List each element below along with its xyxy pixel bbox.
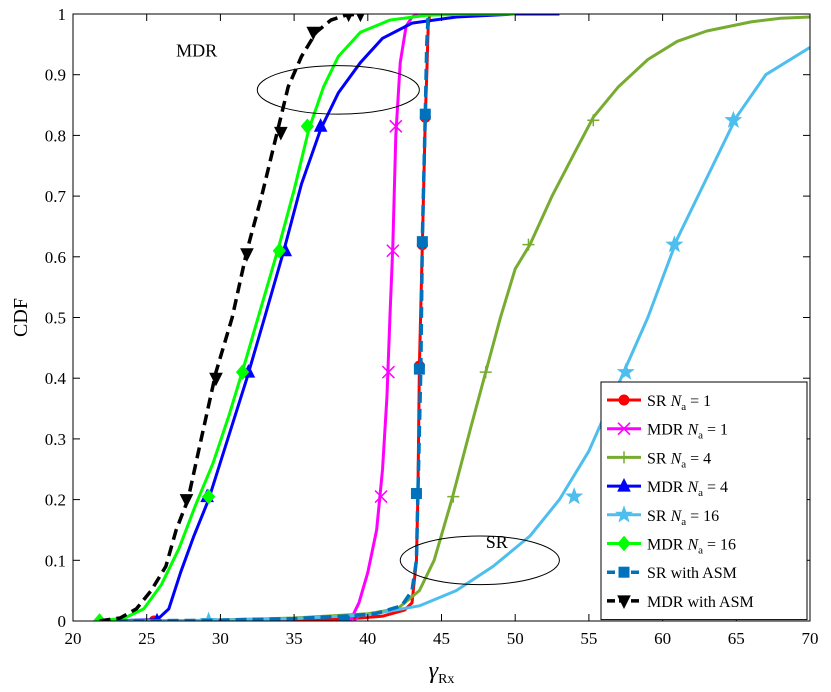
y-tick-label-10: 1 <box>58 5 67 24</box>
series-3-point-4 <box>313 118 328 132</box>
series-2-point-1 <box>447 490 460 503</box>
y-axis-label: CDF <box>10 298 32 337</box>
legend-marker-6 <box>618 566 630 578</box>
legend-marker-1 <box>617 422 631 436</box>
series-4-point-1 <box>565 487 584 505</box>
series-7-point-6 <box>356 14 365 23</box>
x-tick-label-0: 20 <box>65 629 82 648</box>
x-tick-label-8: 60 <box>654 629 671 648</box>
legend-label-6: SR with ASM <box>647 565 737 582</box>
series-7-point-1 <box>209 372 223 387</box>
series-6-point-4 <box>419 108 431 120</box>
legend-entry-5: MDR Na = 16 <box>607 535 736 557</box>
series-4-point-3 <box>665 235 684 253</box>
series-6-point-0 <box>338 615 350 621</box>
legend-entry-3: MDR Na = 4 <box>607 477 728 499</box>
series-2-point-2 <box>479 366 492 379</box>
y-tick-label-0: 0 <box>58 612 67 631</box>
legend: SR Na = 1 MDR Na = 1 SR Na = 4 MDR Na = 4 SR… <box>600 381 808 621</box>
series-1-point-3 <box>386 244 400 258</box>
x-tick-label-2: 30 <box>212 629 229 648</box>
legend-label-5: MDR Na = 16 <box>647 537 736 557</box>
series-2-point-4 <box>587 114 600 127</box>
y-tick-label-7: 0.7 <box>45 187 67 206</box>
series-5 <box>92 14 516 621</box>
x-tick-label-7: 55 <box>580 629 597 648</box>
plot-area <box>92 14 810 621</box>
series-6-point-1 <box>410 488 422 500</box>
series-1-point-4 <box>389 119 403 133</box>
y-tick-label-2: 0.2 <box>45 491 66 510</box>
series-2-point-3 <box>522 238 535 251</box>
series-5-point-4 <box>300 118 315 135</box>
series-1-point-1 <box>374 490 388 504</box>
series-4-point-4 <box>724 110 743 128</box>
y-tick-label-1: 0.1 <box>45 551 66 570</box>
legend-box <box>600 381 808 621</box>
x-tick-label-1: 25 <box>138 629 155 648</box>
x-tick-label-4: 40 <box>359 629 376 648</box>
legend-marker-2 <box>618 451 630 464</box>
legend-entry-2: SR Na = 4 <box>607 450 711 470</box>
annotation-ellipse-1 <box>399 535 560 586</box>
series-6-point-3 <box>416 236 428 248</box>
y-tick-label-8: 0.8 <box>45 126 66 145</box>
legend-label-4: SR Na = 16 <box>647 508 719 528</box>
series-7-point-5 <box>344 14 353 23</box>
annotation-label-0: MDR <box>176 40 217 60</box>
series-5-point-2 <box>235 364 250 380</box>
series-line-5 <box>99 14 516 621</box>
legend-entry-7: MDR with ASM <box>607 594 754 611</box>
x-tick-label-10: 70 <box>802 629 819 648</box>
series-1-point-2 <box>381 365 395 379</box>
x-axis-label: γRx <box>429 658 455 687</box>
x-tick-label-3: 35 <box>286 629 303 648</box>
legend-marker-5 <box>617 535 631 552</box>
y-tick-label-9: 0.9 <box>45 66 66 85</box>
series-5-point-1 <box>201 488 216 505</box>
legend-marker-7 <box>617 595 631 610</box>
legend-entry-1: MDR Na = 1 <box>607 422 728 442</box>
legend-entry-4: SR Na = 16 <box>607 505 719 528</box>
series-7-point-4 <box>306 26 321 41</box>
series-7-point-0 <box>179 494 194 508</box>
annotation-label-1: SR <box>486 532 508 552</box>
annotation-ellipse-0 <box>256 65 420 115</box>
series-5-point-3 <box>272 242 287 259</box>
series-7-point-2 <box>240 248 254 262</box>
series-6 <box>99 14 431 621</box>
legend-marker-4 <box>614 505 634 523</box>
y-tick-label-6: 0.6 <box>45 248 66 267</box>
series-4-point-2 <box>616 362 635 380</box>
x-tick-label-5: 45 <box>433 629 450 648</box>
x-axis-label-symbol: γ <box>429 658 439 684</box>
series-7-point-3 <box>274 126 288 141</box>
axes: 20 25 30 35 40 45 50 55 60 65 70 0 0.1 0.2 0.3 0.4 0.5 0.… <box>45 5 819 648</box>
legend-marker-0 <box>618 394 630 406</box>
series-6-point-2 <box>413 363 425 375</box>
annotations: MDR SR <box>176 40 560 586</box>
legend-marker-3 <box>617 477 631 492</box>
legend-label-1: MDR Na = 1 <box>647 422 728 442</box>
legend-label-2: SR Na = 4 <box>647 450 711 470</box>
y-tick-label-3: 0.3 <box>45 430 66 449</box>
y-tick-label-4: 0.4 <box>45 369 67 388</box>
legend-entry-0: SR Na = 1 <box>607 393 711 413</box>
legend-entry-6: SR with ASM <box>607 565 737 582</box>
legend-label-3: MDR Na = 4 <box>647 479 728 499</box>
x-axis-label-subscript: Rx <box>438 672 454 687</box>
y-tick-label-5: 0.5 <box>45 309 66 328</box>
x-tick-label-9: 65 <box>728 629 745 648</box>
legend-label-0: SR Na = 1 <box>647 393 711 413</box>
series-7 <box>99 14 365 621</box>
x-tick-label-6: 50 <box>507 629 524 648</box>
legend-label-7: MDR with ASM <box>647 594 754 611</box>
